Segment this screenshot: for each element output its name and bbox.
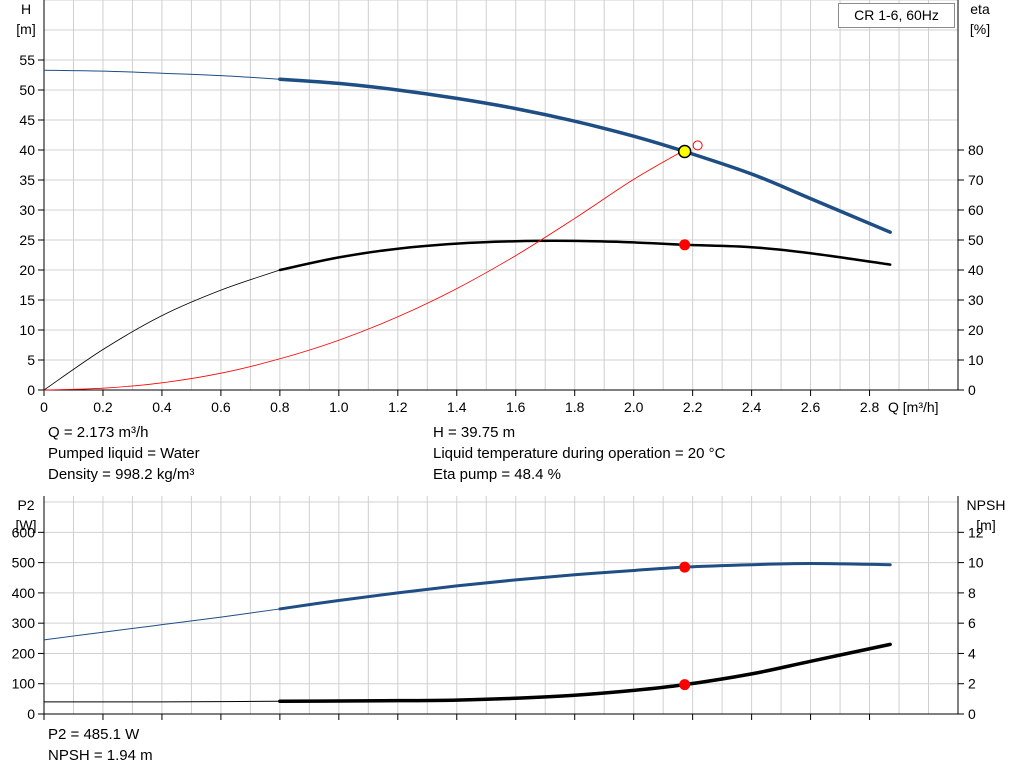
y-left-tick-label: 10 [19, 322, 35, 338]
eta-readout: Eta pump = 48.4 % [433, 466, 561, 483]
bottom-info: P2 = 485.1 W NPSH = 1.94 m [48, 724, 153, 766]
y-right-tick-label: 12 [968, 524, 984, 540]
x-axis-title: Q [m³/h] [888, 399, 939, 415]
y-right-tick-label: 70 [968, 172, 984, 188]
eta_pump_red-curve [43, 149, 686, 391]
x-tick-label: 2.8 [860, 399, 880, 415]
npsh-readout: NPSH = 1.94 m [48, 747, 153, 764]
y-left-tick-label: 55 [19, 52, 35, 68]
y-left-tick-label: 25 [19, 232, 35, 248]
y-left-tick-label: 300 [12, 615, 36, 631]
y-right-tick-label: 40 [968, 262, 984, 278]
y-left-tick-label: 500 [12, 555, 36, 571]
y-right-unit: [%] [970, 21, 990, 37]
head-efficiency-chart: 0 5 10 15 20 25 30 35 40 45 50 55 0 10 20 30 40 50 60 70 80 0… [16, 0, 990, 415]
y-left-unit: [W] [16, 517, 37, 533]
y-left-tick-label: 20 [19, 262, 35, 278]
y-left-tick-label: 400 [12, 585, 36, 601]
y-left-tick-label: 35 [19, 172, 35, 188]
x-tick-label: 1.6 [506, 399, 526, 415]
x-tick-label: 1.4 [447, 399, 467, 415]
y-left-tick-label: 0 [27, 706, 35, 722]
x-tick-label: 0.2 [93, 399, 113, 415]
y-right-tick-label: 0 [968, 382, 976, 398]
p2-curve [278, 562, 892, 611]
y-right-tick-label: 50 [968, 232, 984, 248]
y-right-tick-label: 6 [968, 615, 976, 631]
y-left-title: H [21, 1, 31, 17]
y-left-unit: [m] [16, 21, 35, 37]
y-left-tick-label: 100 [12, 676, 36, 692]
duty-point-marker [679, 679, 691, 691]
power-npsh-chart: 0 100 200 300 400 500 600 0 2 4 6 8 10 12 P2 [W] NPSH [m] [12, 496, 1006, 722]
y-left-tick-label: 45 [19, 112, 35, 128]
eta-curve [278, 239, 892, 272]
y-left-tick-label: 0 [27, 382, 35, 398]
x-tick-label: 2.2 [683, 399, 703, 415]
y-right-tick-label: 10 [968, 352, 984, 368]
p2-series [43, 562, 892, 641]
eta-series [43, 239, 892, 391]
x-tick-label: 2.0 [624, 399, 644, 415]
x-tick-label: 0 [40, 399, 48, 415]
top-info-left: Q = 2.173 m³/h Pumped liquid = Water Den… [48, 422, 200, 485]
curve-title: CR 1-6, 60Hz [838, 3, 955, 28]
y-right-tick-label: 0 [968, 706, 976, 722]
grid [43, 496, 959, 715]
y-left-tick-label: 5 [27, 352, 35, 368]
p2-readout: P2 = 485.1 W [48, 726, 140, 743]
x-tick-label: 0.4 [152, 399, 172, 415]
y-left-tick-label: 30 [19, 202, 35, 218]
head-curve [278, 77, 892, 234]
eta-curve-extrapolated [43, 269, 280, 391]
y-right-tick-label: 60 [968, 202, 984, 218]
y-right-tick-label: 2 [968, 676, 976, 692]
x-tick-label: 2.6 [801, 399, 821, 415]
y-right-tick-label: 10 [968, 555, 984, 571]
npsh-curve-extrapolated [43, 700, 280, 703]
y-left-tick-label: 200 [12, 645, 36, 661]
flow-readout: Q = 2.173 m³/h [48, 424, 149, 441]
eta_pump_red-series [43, 149, 686, 391]
y-left-tick-label: 50 [19, 82, 35, 98]
eta-open-marker [692, 140, 703, 151]
density-readout: Density = 998.2 kg/m³ [48, 466, 195, 483]
y-right-tick-label: 4 [968, 645, 976, 661]
npsh-series [43, 642, 892, 704]
y-left-title: P2 [17, 497, 34, 513]
x-tick-label: 2.4 [742, 399, 762, 415]
x-tick-label: 0.6 [211, 399, 231, 415]
head-readout: H = 39.75 m [433, 424, 516, 441]
x-tick-label: 1.8 [565, 399, 585, 415]
y-right-title: eta [970, 1, 990, 17]
operating-point-marker [677, 144, 692, 159]
head-series [43, 69, 892, 234]
top-info-right: H = 39.75 m Liquid temperature during op… [433, 422, 725, 485]
y-right-tick-label: 30 [968, 292, 984, 308]
y-left-tick-label: 15 [19, 292, 35, 308]
x-tick-label: 0.8 [270, 399, 290, 415]
x-tick-label: 1.0 [329, 399, 349, 415]
pumped-liquid-readout: Pumped liquid = Water [48, 445, 200, 462]
temperature-readout: Liquid temperature during operation = 20… [433, 445, 726, 462]
duty-point-marker [679, 239, 691, 251]
duty-point-marker [679, 561, 691, 573]
y-left-tick-label: 40 [19, 142, 35, 158]
grid [43, 0, 959, 391]
npsh-curve [278, 642, 892, 704]
y-right-tick-label: 80 [968, 142, 984, 158]
y-right-tick-label: 20 [968, 322, 984, 338]
y-right-unit: [m] [976, 517, 995, 533]
y-left-tick-label: 600 [12, 524, 36, 540]
y-right-tick-label: 8 [968, 585, 976, 601]
head-curve-extrapolated [43, 69, 280, 80]
p2-curve-extrapolated [43, 608, 280, 641]
y-right-title: NPSH [967, 497, 1006, 513]
x-tick-label: 1.2 [388, 399, 408, 415]
